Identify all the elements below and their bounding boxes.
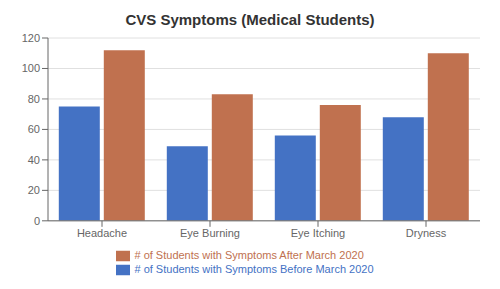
svg-text:80: 80 — [28, 93, 40, 105]
svg-text:120: 120 — [22, 32, 40, 44]
svg-text:Headache: Headache — [77, 227, 127, 239]
svg-text:0: 0 — [34, 215, 40, 227]
html-text:# of Students with Symptoms Af: # of Students with Symptoms After March … — [134, 248, 364, 261]
svg-text:20: 20 — [28, 184, 40, 196]
svg-text:100: 100 — [22, 62, 40, 74]
svg-text:Dryness: Dryness — [406, 227, 447, 239]
svg-text:60: 60 — [28, 123, 40, 135]
html-text:CVS Symptoms (Medical Students: CVS Symptoms (Medical Students) — [125, 11, 375, 28]
svg-text:40: 40 — [28, 154, 40, 166]
svg-text:Eye Itching: Eye Itching — [291, 227, 345, 239]
svg-text:Eye Burning: Eye Burning — [180, 227, 240, 239]
html-text:# of Students with Symptoms Be: # of Students with Symptoms Before March… — [134, 262, 374, 275]
